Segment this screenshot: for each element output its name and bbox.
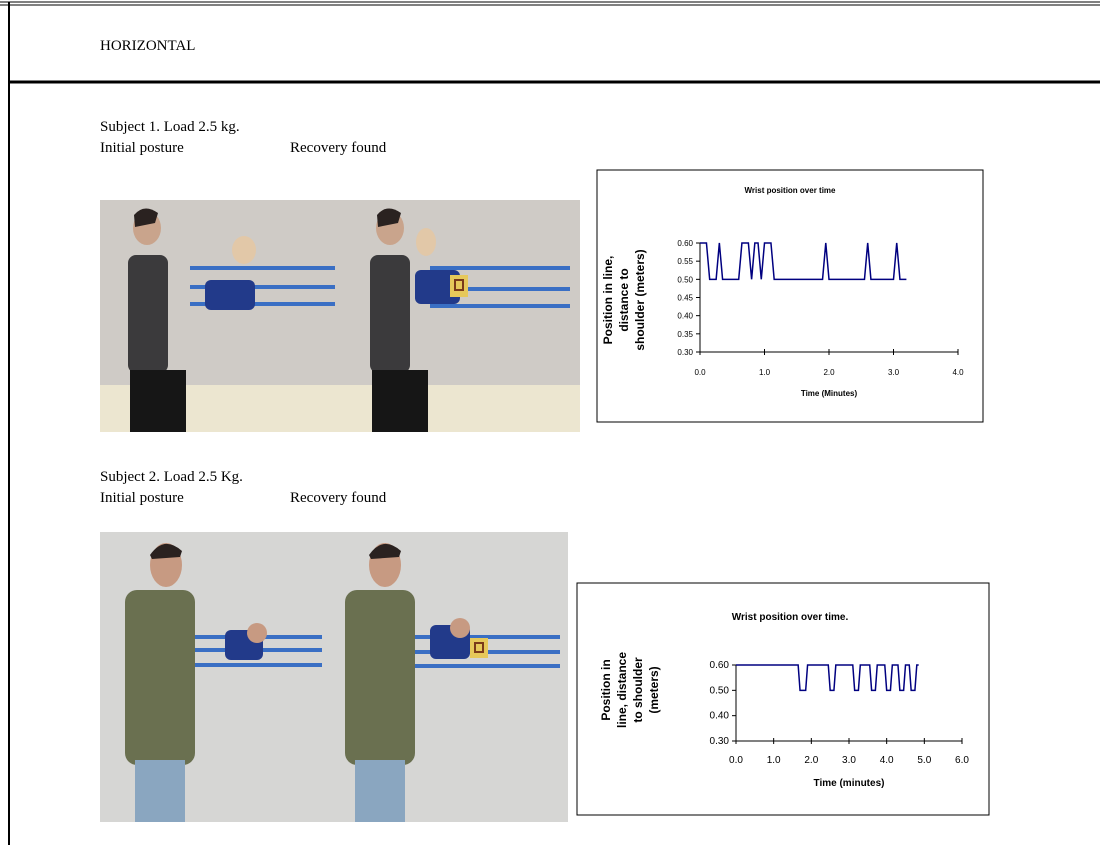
y-axis-label: distance to xyxy=(617,268,631,331)
chart-title: Wrist position over time xyxy=(745,186,837,195)
x-tick-label: 6.0 xyxy=(955,755,969,766)
y-tick-label: 0.60 xyxy=(677,239,693,248)
x-tick-label: 3.0 xyxy=(888,368,900,377)
photo-label: Initial posture xyxy=(100,140,184,156)
x-axis-label: Time (Minutes) xyxy=(801,389,858,398)
y-tick-label: 0.35 xyxy=(677,330,693,339)
x-tick-label: 1.0 xyxy=(759,368,771,377)
y-axis-label: line, distance xyxy=(615,652,629,728)
y-tick-label: 0.30 xyxy=(677,348,693,357)
document: HORIZONTAL Subject 1. Load 2.5 kg. Initi… xyxy=(0,0,1100,845)
y-tick-label: 0.30 xyxy=(710,736,730,747)
photo-label: Recovery found xyxy=(290,490,387,506)
y-axis-label: Position in xyxy=(599,659,613,720)
chart-title: Wrist position over time. xyxy=(732,612,849,623)
y-axis-label: (meters) xyxy=(647,666,661,713)
x-tick-label: 5.0 xyxy=(917,755,931,766)
photo xyxy=(322,532,568,822)
y-tick-label: 0.50 xyxy=(677,275,693,284)
y-tick-label: 0.60 xyxy=(710,660,730,671)
section-title: Subject 2. Load 2.5 Kg. xyxy=(100,469,243,485)
header-title: HORIZONTAL xyxy=(100,38,195,54)
chart-frame xyxy=(597,170,983,422)
y-tick-label: 0.40 xyxy=(677,312,693,321)
photo xyxy=(100,200,345,432)
x-tick-label: 0.0 xyxy=(729,755,743,766)
y-tick-label: 0.50 xyxy=(710,685,730,696)
x-tick-label: 0.0 xyxy=(694,368,706,377)
photo xyxy=(100,532,322,822)
y-tick-label: 0.45 xyxy=(677,294,693,303)
x-tick-label: 4.0 xyxy=(952,368,964,377)
x-tick-label: 1.0 xyxy=(767,755,781,766)
x-tick-label: 2.0 xyxy=(804,755,818,766)
y-axis-label: to shoulder xyxy=(631,657,645,723)
x-tick-label: 3.0 xyxy=(842,755,856,766)
photo xyxy=(345,200,580,432)
y-axis-label: Position in line, xyxy=(601,256,615,345)
x-tick-label: 2.0 xyxy=(823,368,835,377)
section-title: Subject 1. Load 2.5 kg. xyxy=(100,119,240,135)
y-tick-label: 0.40 xyxy=(710,711,730,722)
photo-label: Recovery found xyxy=(290,140,387,156)
y-tick-label: 0.55 xyxy=(677,257,693,266)
y-axis-label: shoulder (meters) xyxy=(633,249,647,350)
x-tick-label: 4.0 xyxy=(880,755,894,766)
page: HORIZONTAL Subject 1. Load 2.5 kg. Initi… xyxy=(0,0,1100,845)
x-axis-label: Time (minutes) xyxy=(814,778,885,789)
photo-label: Initial posture xyxy=(100,490,184,506)
